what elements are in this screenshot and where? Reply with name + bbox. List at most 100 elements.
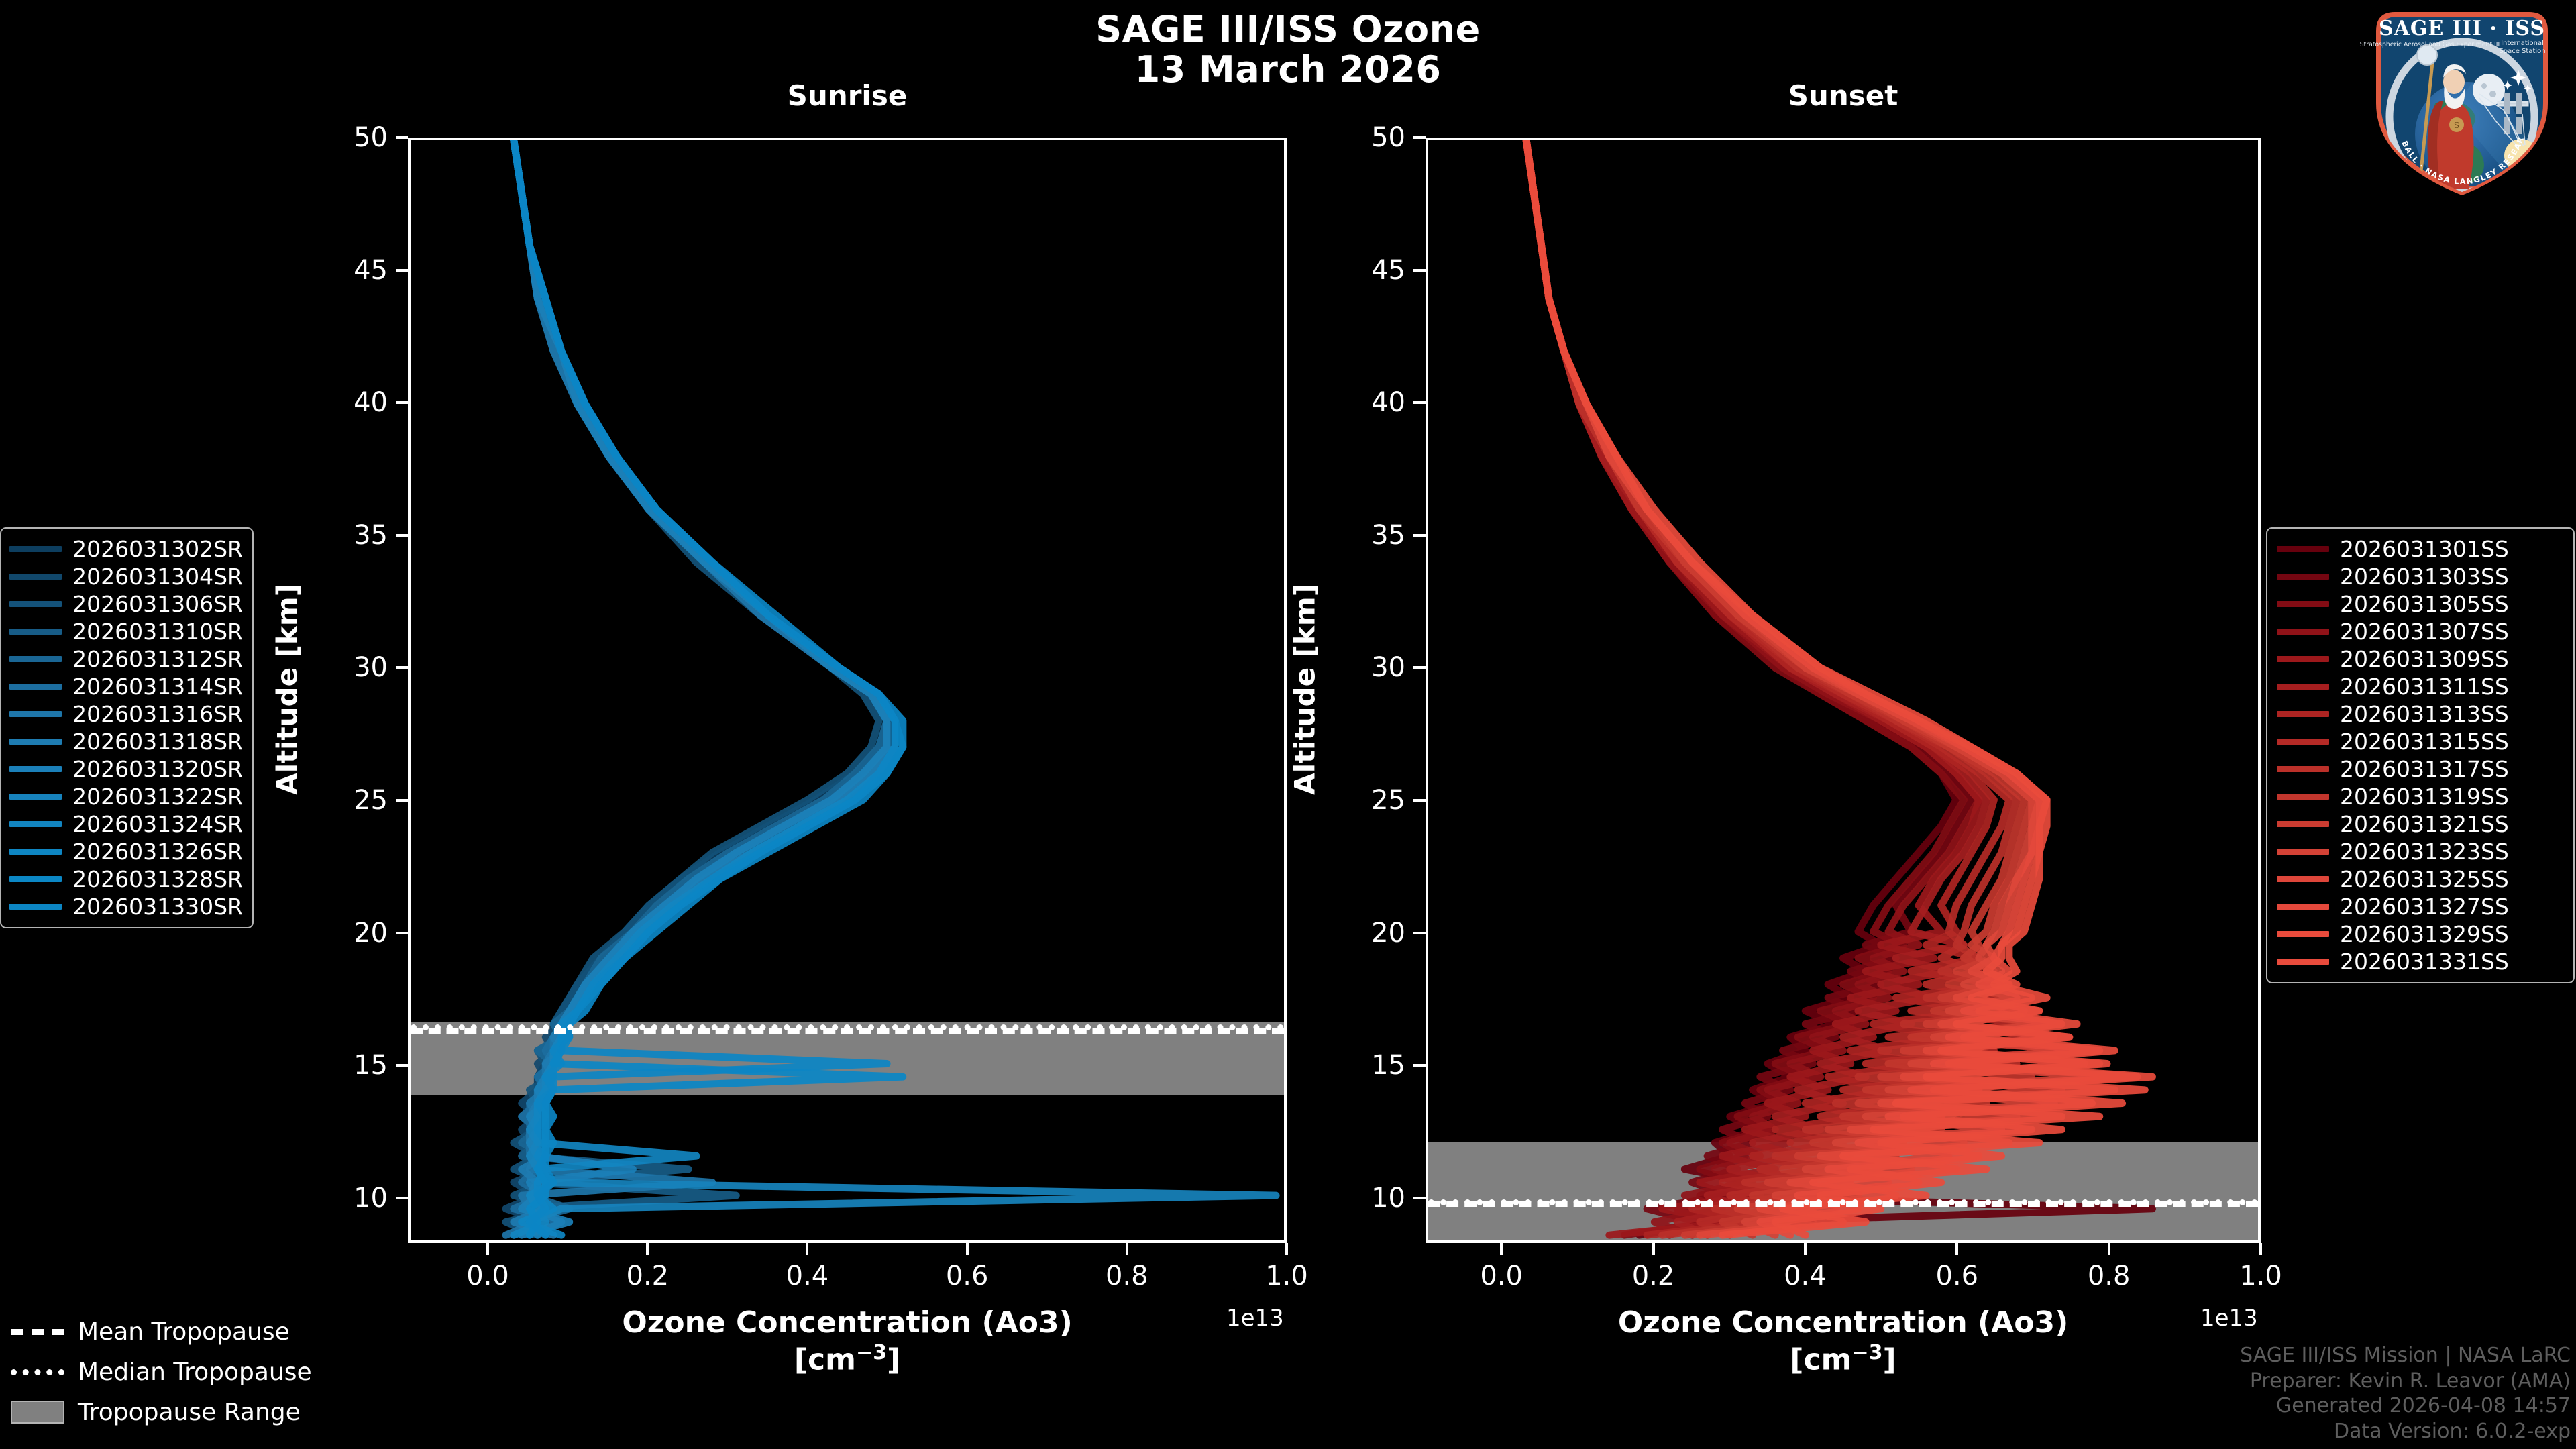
y-tick-label: 50 xyxy=(1371,122,1405,153)
legend-item[interactable]: 2026031328SR xyxy=(9,865,243,893)
legend-item[interactable]: 2026031321SS xyxy=(2277,810,2564,838)
legend-item[interactable]: Tropopause Range xyxy=(11,1392,312,1432)
legend-sunrise[interactable]: 2026031302SR 2026031304SR 2026031306SR 2026… xyxy=(0,527,254,928)
legend-item[interactable]: 2026031305SS xyxy=(2277,590,2564,618)
sage3-iss-logo: S BALL · NASA LANGLEY RESEARCH CENTER · … xyxy=(2355,3,2569,197)
logo-subtitle-left: Stratospheric Aerosol and Gas Experiment… xyxy=(2360,41,2500,48)
suptitle-line1: SAGE III/ISS Ozone xyxy=(1095,8,1481,50)
suptitle-line2: 13 March 2026 xyxy=(1134,48,1442,91)
profile-line xyxy=(1522,140,2156,1239)
legend-item-label: 2026031317SS xyxy=(2340,756,2509,782)
legend-color-swatch xyxy=(9,711,62,717)
profile-line xyxy=(1522,140,2149,1239)
legend-item[interactable]: 2026031318SR xyxy=(9,728,243,755)
legend-item[interactable]: 2026031303SS xyxy=(2277,563,2564,590)
legend-item[interactable]: 2026031304SR xyxy=(9,563,243,590)
legend-item[interactable]: 2026031317SS xyxy=(2277,755,2564,783)
legend-item[interactable]: 2026031315SS xyxy=(2277,728,2564,755)
y-tick xyxy=(396,1064,408,1067)
legend-color-swatch xyxy=(2277,849,2329,855)
legend-color-swatch xyxy=(9,794,62,800)
x-tick xyxy=(646,1243,649,1255)
legend-item[interactable]: 2026031314SR xyxy=(9,673,243,700)
ozone-profile-curves-sunrise xyxy=(502,140,1280,1239)
legend-item[interactable]: 2026031307SS xyxy=(2277,618,2564,645)
y-tick-label: 20 xyxy=(354,917,388,949)
legend-item[interactable]: 2026031329SS xyxy=(2277,920,2564,948)
legend-item[interactable]: 2026031325SS xyxy=(2277,865,2564,893)
x-tick xyxy=(1285,1243,1288,1255)
legend-item-label: 2026031322SR xyxy=(72,784,243,810)
y-tick xyxy=(1413,533,1426,537)
legend-item[interactable]: 2026031316SR xyxy=(9,700,243,728)
legend-item-label: 2026031314SR xyxy=(72,674,243,700)
x-tick-label: 0.0 xyxy=(466,1260,509,1291)
legend-item-label: 2026031315SS xyxy=(2340,729,2509,755)
mean-tropopause-line xyxy=(411,1028,1284,1034)
x-tick xyxy=(1803,1243,1807,1255)
legend-item[interactable]: 2026031330SR xyxy=(9,893,243,920)
x-tick xyxy=(486,1243,490,1255)
legend-item[interactable]: 2026031310SR xyxy=(9,618,243,645)
legend-item[interactable]: 2026031306SR xyxy=(9,590,243,618)
legend-tropopause[interactable]: Mean Tropopause Median Tropopause Tropopau… xyxy=(11,1311,312,1432)
axes-title-sunset: Sunset xyxy=(1788,79,1898,112)
legend-item[interactable]: 2026031311SS xyxy=(2277,673,2564,700)
plot-area-sunrise[interactable] xyxy=(408,138,1287,1243)
legend-item[interactable]: 2026031324SR xyxy=(9,810,243,838)
x-axis-title-units: [cm−3] xyxy=(1790,1340,1896,1377)
plot-area-sunset[interactable] xyxy=(1426,138,2261,1243)
legend-item[interactable]: 2026031309SS xyxy=(2277,645,2564,673)
legend-item[interactable]: Median Tropopause xyxy=(11,1352,312,1392)
svg-text:S: S xyxy=(2454,121,2459,130)
x-tick-label: 0.8 xyxy=(2087,1260,2131,1291)
legend-item-label: 2026031323SS xyxy=(2340,839,2509,865)
legend-item[interactable]: 2026031327SS xyxy=(2277,893,2564,920)
y-tick-label: 15 xyxy=(1371,1050,1405,1081)
legend-color-swatch xyxy=(2277,574,2329,580)
ozone-profile-curves-sunset xyxy=(1522,140,2156,1239)
y-tick xyxy=(396,136,408,139)
x-tick xyxy=(2107,1243,2110,1255)
legend-color-swatch xyxy=(9,904,62,910)
legend-item-label: 2026031313SS xyxy=(2340,701,2509,727)
legend-item[interactable]: 2026031301SS xyxy=(2277,535,2564,563)
x-tick xyxy=(806,1243,809,1255)
credit-generated: Generated 2026-04-08 14:57 xyxy=(2275,1394,2571,1417)
legend-item[interactable]: 2026031312SR xyxy=(9,645,243,673)
legend-item-label: 2026031325SS xyxy=(2340,866,2509,892)
legend-item[interactable]: 2026031326SR xyxy=(9,838,243,865)
legend-item[interactable]: 2026031302SR xyxy=(9,535,243,563)
legend-item[interactable]: 2026031320SR xyxy=(9,755,243,783)
legend-color-swatch xyxy=(9,739,62,745)
y-tick-label: 30 xyxy=(1371,652,1405,684)
legend-item[interactable]: 2026031319SS xyxy=(2277,783,2564,810)
legend-sunset[interactable]: 2026031301SS 2026031303SS 2026031305SS 2026… xyxy=(2266,527,2575,983)
logo-moon xyxy=(2473,74,2505,106)
legend-item[interactable]: 2026031331SS xyxy=(2277,948,2564,975)
credit-data-version: Data Version: 6.0.2-exp xyxy=(2333,1419,2571,1443)
legend-item[interactable]: 2026031322SR xyxy=(9,783,243,810)
median-tropopause-line xyxy=(411,1024,1284,1030)
legend-color-swatch xyxy=(2277,794,2329,800)
figure-suptitle: SAGE III/ISS Ozone 13 March 2026 xyxy=(0,9,2576,91)
legend-color-swatch xyxy=(2277,711,2329,717)
legend-item[interactable]: Mean Tropopause xyxy=(11,1311,312,1352)
credit-preparer: Preparer: Kevin R. Leavor (AMA) xyxy=(2249,1368,2571,1393)
legend-color-swatch xyxy=(2277,904,2329,910)
logo-sage-figure: S xyxy=(2416,44,2474,192)
x-tick-label: 0.4 xyxy=(786,1260,829,1291)
y-tick-label: 35 xyxy=(354,519,388,551)
legend-item[interactable]: 2026031313SS xyxy=(2277,700,2564,728)
y-tick xyxy=(1413,799,1426,802)
x-tick xyxy=(2259,1243,2262,1255)
legend-color-swatch xyxy=(9,876,62,882)
legend-item[interactable]: 2026031323SS xyxy=(2277,838,2564,865)
legend-color-swatch xyxy=(2277,821,2329,827)
y-tick-label: 30 xyxy=(354,652,388,684)
legend-item-label: 2026031318SR xyxy=(72,729,243,755)
legend-color-swatch xyxy=(9,629,62,635)
legend-item-label: 2026031328SR xyxy=(72,866,243,892)
x-tick-label: 0.8 xyxy=(1106,1260,1148,1291)
legend-item-label: 2026031312SR xyxy=(72,646,243,672)
